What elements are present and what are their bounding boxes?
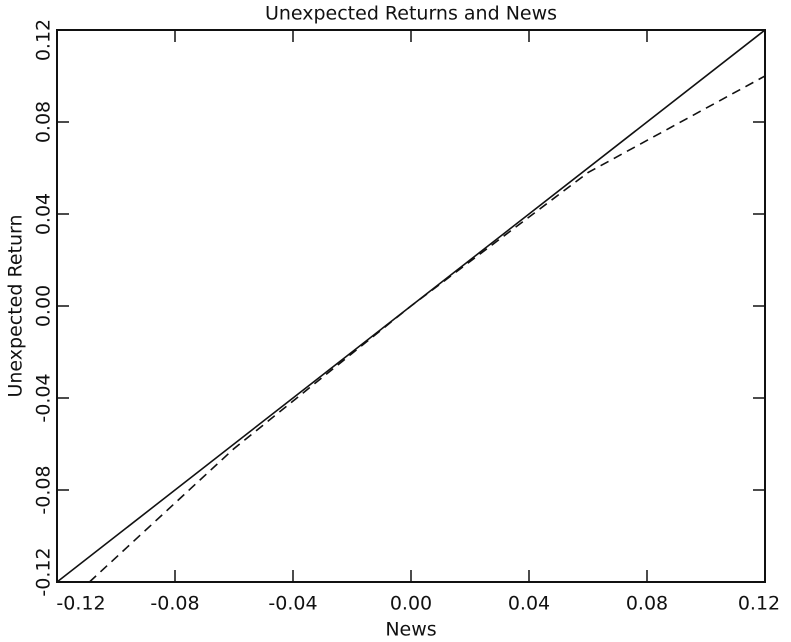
y-tick-label: 0.12 (33, 19, 55, 61)
x-tick-label: 0.04 (508, 593, 550, 615)
y-tick-label: -0.08 (33, 465, 55, 514)
y-axis-label: Unexpected Return (5, 214, 27, 397)
x-tick-label: -0.08 (150, 593, 199, 615)
y-tick-label: 0.04 (33, 193, 55, 235)
x-tick-label: 0.00 (390, 593, 432, 615)
x-tick-label: 0.08 (626, 593, 668, 615)
x-tick-label: -0.04 (268, 593, 317, 615)
y-tick-label: 0.00 (33, 285, 55, 327)
y-tick-label: 0.08 (33, 101, 55, 143)
y-tick-label: -0.04 (33, 373, 55, 422)
chart-title: Unexpected Returns and News (265, 3, 557, 25)
x-axis-label: News (385, 619, 436, 641)
series-line (88, 75, 766, 583)
x-tick-label: 0.12 (738, 593, 780, 615)
y-tick-label: -0.12 (33, 547, 55, 596)
x-tick-label: -0.12 (56, 593, 105, 615)
